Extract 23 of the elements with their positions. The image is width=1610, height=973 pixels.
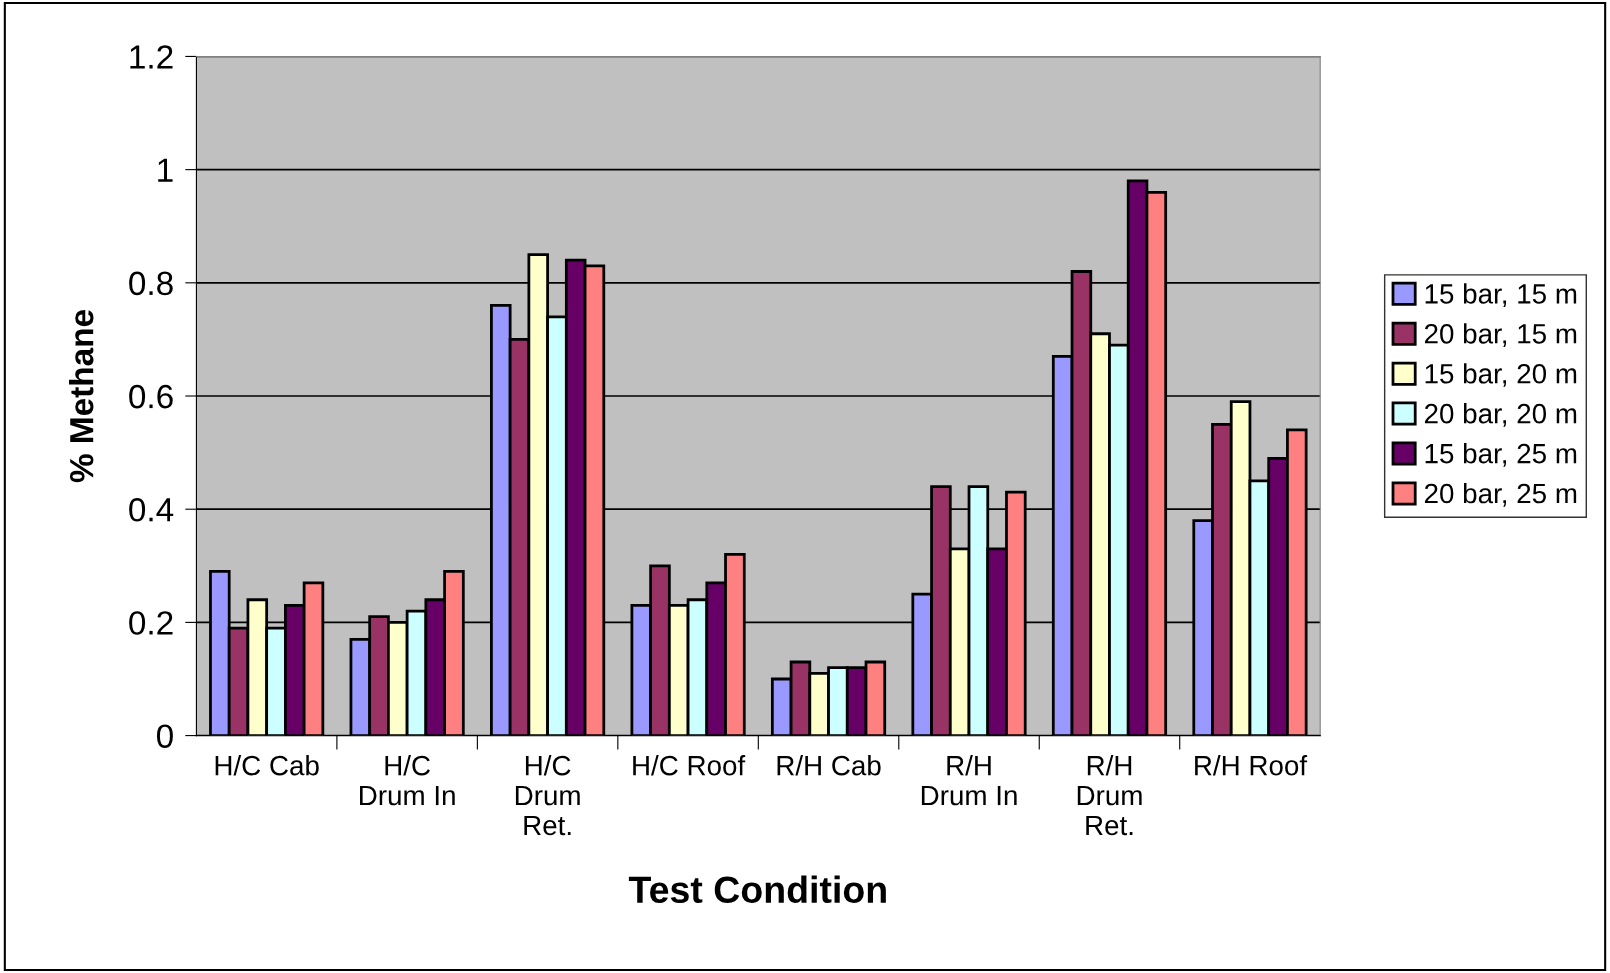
- y-tick-label: 0: [156, 724, 173, 748]
- x-tick-label: R/H Drum In: [921, 755, 1017, 806]
- x-tick-label: H/C Cab: [215, 755, 319, 776]
- y-tick-label: 0.2: [129, 611, 173, 635]
- x-tick-label: H/C Drum In: [360, 755, 455, 806]
- y-tick-label: 0.8: [129, 271, 173, 296]
- legend-label: 20 bar, 25 m: [1424, 482, 1577, 507]
- legend-label: 15 bar, 15 m: [1425, 283, 1577, 307]
- y-tick-label: 1: [158, 158, 173, 182]
- y-tick-label: 0.6: [129, 384, 173, 409]
- y-tick-label: 0.4: [129, 498, 174, 522]
- x-tick-label: R/H Roof: [1195, 755, 1308, 776]
- y-axis-title: % Methane: [69, 310, 94, 483]
- x-tick-label: H/C Roof: [633, 755, 746, 776]
- x-tick-label: R/H Cab: [777, 755, 881, 776]
- x-axis-title: Test Condition: [628, 875, 886, 904]
- legend-label: 15 bar, 25 m: [1425, 443, 1577, 467]
- x-tick-label: R/H Drum Ret.: [1077, 755, 1142, 836]
- y-tick-label: 1.2: [130, 45, 173, 69]
- legend-label: 20 bar, 15 m: [1424, 323, 1577, 347]
- legend-label: 15 bar, 20 m: [1425, 363, 1577, 387]
- legend-label: 20 bar, 20 m: [1424, 403, 1577, 427]
- x-tick-label: H/C Drum Ret.: [515, 755, 580, 836]
